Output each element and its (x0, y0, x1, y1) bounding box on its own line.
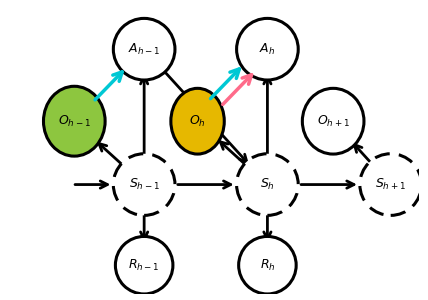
Text: $S_{h+1}$: $S_{h+1}$ (375, 177, 406, 192)
Ellipse shape (116, 236, 173, 294)
Text: $O_h$: $O_h$ (189, 114, 206, 129)
Ellipse shape (237, 154, 298, 215)
Text: $S_{h-1}$: $S_{h-1}$ (129, 177, 160, 192)
Text: $O_{h+1}$: $O_{h+1}$ (317, 114, 350, 129)
Ellipse shape (239, 236, 296, 294)
Text: $R_{h-1}$: $R_{h-1}$ (128, 258, 160, 273)
Text: $O_{h-1}$: $O_{h-1}$ (58, 114, 91, 129)
Text: $A_{h-1}$: $A_{h-1}$ (128, 42, 160, 57)
Text: $A_h$: $A_h$ (259, 42, 276, 57)
Ellipse shape (113, 154, 175, 215)
Ellipse shape (360, 154, 422, 215)
Ellipse shape (237, 18, 298, 80)
Ellipse shape (302, 88, 364, 154)
Text: $S_h$: $S_h$ (260, 177, 275, 192)
Ellipse shape (113, 18, 175, 80)
Text: $R_h$: $R_h$ (260, 258, 275, 273)
Ellipse shape (44, 86, 105, 156)
Ellipse shape (171, 88, 224, 154)
